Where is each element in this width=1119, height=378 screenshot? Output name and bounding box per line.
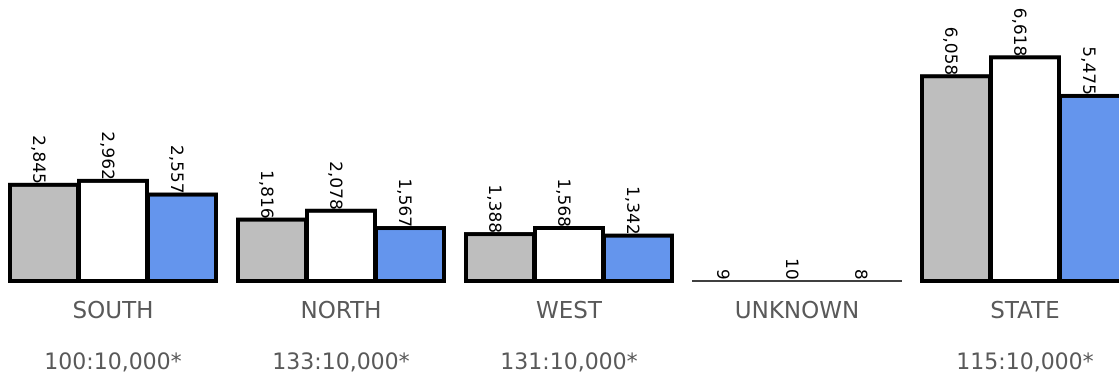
value-label-unknown-1: 9 — [712, 269, 732, 280]
category-label-south: SOUTH — [73, 298, 154, 324]
value-label-west-1: 1,388 — [484, 184, 504, 233]
category-label-unknown: UNKNOWN — [735, 298, 859, 324]
value-label-south-3: 2,557 — [166, 145, 186, 194]
value-label-north-1: 1,816 — [256, 170, 276, 219]
bar-group-north: 1,816 2,078 1,567 NORTH 133:10,000* — [236, 161, 446, 375]
value-label-unknown-3: 8 — [850, 269, 870, 280]
value-label-unknown-2: 10 — [781, 258, 801, 280]
bar-group-unknown: 9 10 8 UNKNOWN — [692, 258, 902, 324]
category-label-north: NORTH — [301, 298, 382, 324]
value-label-south-2: 2,962 — [97, 131, 117, 180]
bar-south-3 — [146, 192, 218, 283]
bar-north-2 — [305, 208, 377, 283]
bar-state-1 — [920, 74, 992, 284]
bar-north-3 — [374, 226, 446, 283]
bar-group-south: 2,845 2,962 2,557 SOUTH 100:10,000* — [8, 131, 218, 375]
bar-north-1 — [236, 217, 308, 283]
category-label-state: STATE — [990, 298, 1059, 324]
rate-label-west: 131:10,000* — [500, 350, 637, 375]
bar-state-3 — [1058, 93, 1119, 283]
category-label-west: WEST — [536, 298, 603, 324]
rate-label-north: 133:10,000* — [272, 350, 409, 375]
value-label-north-2: 2,078 — [325, 161, 345, 210]
value-label-south-1: 2,845 — [28, 135, 48, 184]
bar-group-state: 6,058 6,618 5,475 STATE 115:10,000* — [920, 8, 1119, 375]
value-label-west-2: 1,568 — [553, 178, 573, 227]
bar-group-west: 1,388 1,568 1,342 WEST 131:10,000* — [464, 178, 674, 375]
value-label-north-3: 1,567 — [394, 178, 414, 227]
rate-label-state: 115:10,000* — [956, 350, 1093, 375]
bar-west-3 — [602, 233, 674, 283]
bar-west-1 — [464, 232, 536, 283]
bar-south-2 — [77, 178, 149, 283]
bar-west-2 — [533, 226, 605, 284]
value-label-west-3: 1,342 — [622, 186, 642, 235]
bar-south-1 — [8, 182, 80, 284]
value-label-state-2: 6,618 — [1009, 8, 1029, 57]
value-label-state-1: 6,058 — [940, 27, 960, 76]
value-label-state-3: 5,475 — [1078, 46, 1098, 95]
bar-state-2 — [989, 55, 1061, 283]
rate-label-south: 100:10,000* — [44, 350, 181, 375]
